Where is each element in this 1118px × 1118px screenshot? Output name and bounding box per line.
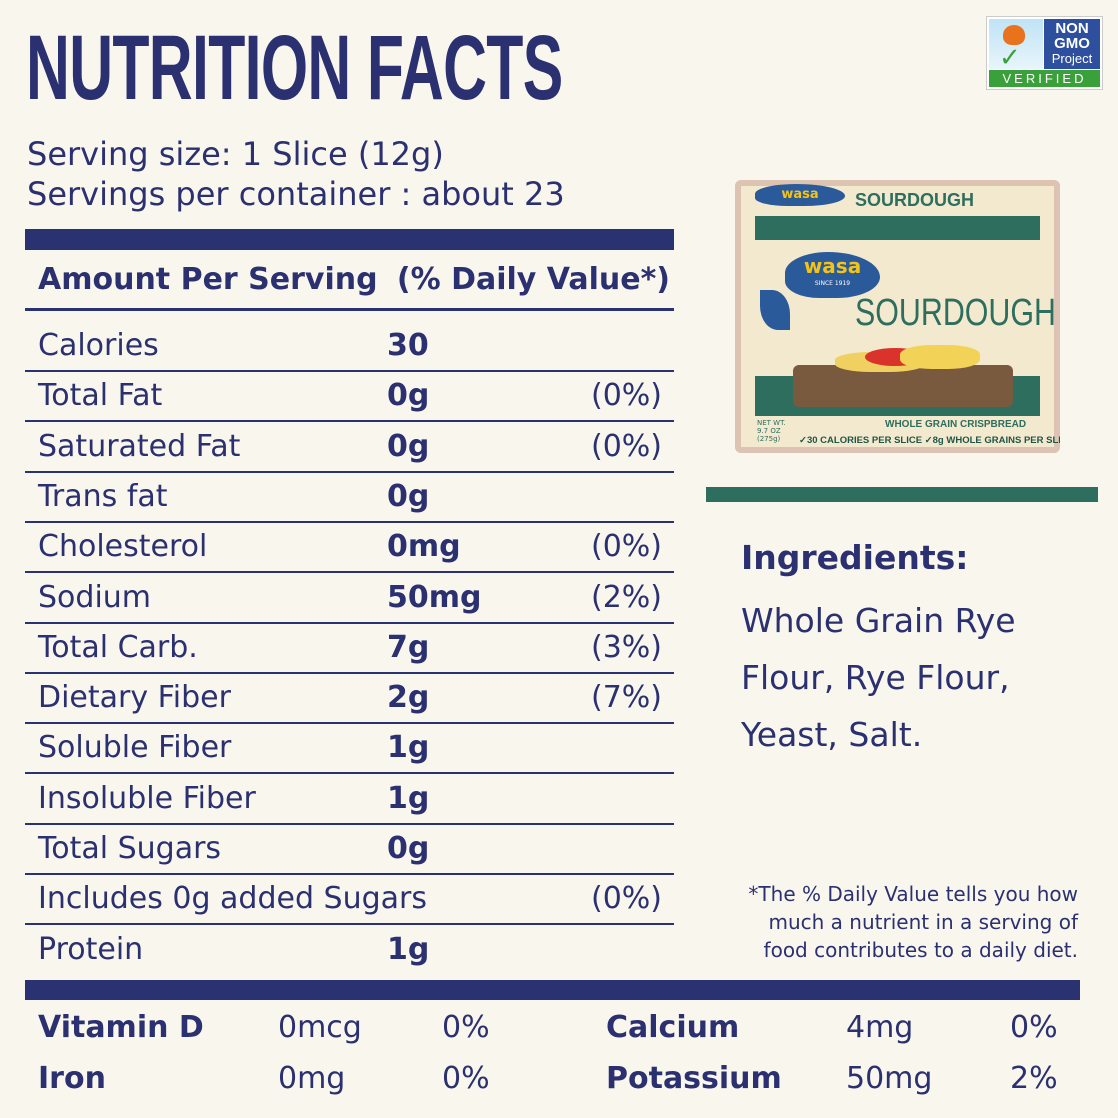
nutrient-amount: 2g <box>387 680 430 716</box>
row-divider <box>25 671 674 674</box>
leaf-icon <box>760 290 790 330</box>
vitamin-daily-value: 0% <box>442 1010 490 1045</box>
nutrient-amount: 50mg <box>387 579 482 615</box>
row-divider <box>25 923 674 926</box>
nutrient-amount: 30 <box>387 328 429 363</box>
badge-non: NON <box>1055 20 1089 37</box>
ingredients-title: Ingredients: <box>741 538 969 577</box>
badge-project: Project <box>1051 51 1093 66</box>
nutrient-amount: 0g <box>387 428 430 464</box>
nutrient-name: Saturated Fat <box>38 428 241 464</box>
daily-value-header: (% Daily Value*) <box>396 262 670 297</box>
nutrient-row: Insoluble Fiber 1g <box>25 775 674 825</box>
row-divider <box>25 621 674 624</box>
row-divider <box>25 470 674 473</box>
nutrient-amount: 7g <box>387 629 430 665</box>
nutrient-row: Soluble Fiber 1g <box>25 724 674 775</box>
nutrient-daily-value: (7%) <box>590 680 662 716</box>
nutrient-row: Protein 1g <box>25 926 674 976</box>
nutrient-amount: 0g <box>387 831 430 866</box>
nutrient-name: Protein <box>38 931 144 967</box>
nutrient-name: Soluble Fiber <box>38 730 232 766</box>
nutrient-daily-value: (0%) <box>590 529 662 565</box>
nutrient-amount: 0g <box>387 378 430 414</box>
nutrient-name: Cholesterol <box>38 529 208 565</box>
header-bar <box>25 229 674 250</box>
vitamin-amount: 50mg <box>846 1061 933 1096</box>
nutrient-daily-value: (0%) <box>590 428 662 464</box>
row-divider <box>25 772 674 775</box>
daily-value-footnote: *The % Daily Value tells you how much a … <box>748 882 1078 962</box>
package-subtitle: WHOLE GRAIN CRISPBREAD <box>885 419 1027 430</box>
ingredients-text: Whole Grain Rye Flour, Rye Flour, Yeast,… <box>741 601 1016 754</box>
row-divider <box>25 420 674 423</box>
package-brand-small: wasa <box>755 184 845 206</box>
nutrient-daily-value: (0%) <box>590 881 662 917</box>
nutrient-row: Trans fat 0g <box>25 473 674 523</box>
amount-per-serving-header: Amount Per Serving <box>38 262 378 297</box>
row-divider <box>25 722 674 725</box>
nutrient-name: Trans fat <box>38 478 168 514</box>
row-divider <box>25 520 674 523</box>
nutrient-amount: 1g <box>387 931 430 967</box>
nutrient-name: Total Carb. <box>38 629 198 665</box>
nutrient-row: Includes 0g added Sugars (0%) <box>25 875 674 926</box>
row-divider <box>25 571 674 574</box>
package-since: SINCE 1919 <box>814 280 851 287</box>
vitamin-daily-value: 2% <box>1010 1061 1058 1096</box>
vitamin-amount: 0mg <box>278 1061 346 1096</box>
row-divider <box>25 873 674 875</box>
serving-size: Serving size: 1 Slice (12g) <box>27 135 444 173</box>
vitamin-name: Potassium <box>606 1061 782 1096</box>
package-claims: ✓30 CALORIES PER SLICE ✓8g WHOLE GRAINS … <box>799 435 1060 446</box>
package-product-small: SOURDOUGH <box>855 190 975 210</box>
nutrient-name: Includes 0g added Sugars <box>38 881 427 917</box>
vitamin-daily-value: 0% <box>442 1061 490 1096</box>
row-divider <box>25 370 674 372</box>
nutrient-amount: 0g <box>387 478 430 514</box>
package-net-wt: NET WT. 9.7 OZ (275g) <box>757 419 786 443</box>
nutrient-row: Cholesterol 0mg (0%) <box>25 523 674 574</box>
nutrient-daily-value: (3%) <box>590 629 662 665</box>
crispbread-image <box>793 365 1013 407</box>
vitamin-name: Vitamin D <box>38 1010 204 1045</box>
package-brand: wasa <box>803 254 862 278</box>
row-divider <box>25 822 674 825</box>
vitamins-bar <box>25 980 1080 1000</box>
nutrient-amount: 1g <box>387 780 430 816</box>
badge-gmo: GMO <box>1054 35 1090 52</box>
vitamin-name: Calcium <box>606 1010 740 1045</box>
nutrient-name: Sodium <box>38 579 152 615</box>
nutrient-name: Total Sugars <box>38 831 222 866</box>
package-product: SOURDOUGH <box>855 292 1056 334</box>
nutrient-row: Total Sugars 0g <box>25 825 674 875</box>
vitamin-name: Iron <box>38 1061 106 1096</box>
nutrient-daily-value: (2%) <box>590 579 662 615</box>
green-divider <box>706 487 1098 502</box>
nutrient-row: Total Fat 0g (0%) <box>25 372 674 423</box>
nutrient-amount: 0mg <box>387 529 461 565</box>
vitamin-amount: 0mcg <box>278 1010 362 1045</box>
page-title: NUTRITION FACTS <box>26 17 563 119</box>
header-divider <box>25 308 674 311</box>
nutrient-row: Dietary Fiber 2g (7%) <box>25 674 674 725</box>
non-gmo-badge: ✓ NON GMO Project VERIFIED <box>986 16 1103 90</box>
butterfly-icon <box>1003 25 1025 45</box>
product-package-image: wasa SOURDOUGH wasa SINCE 1919 SOURDOUGH… <box>735 180 1060 453</box>
servings-per-container: Servings per container : about 23 <box>27 175 565 213</box>
badge-verified: VERIFIED <box>989 70 1100 87</box>
nutrient-name: Total Fat <box>38 378 163 414</box>
nutrient-name: Dietary Fiber <box>38 680 231 716</box>
nutrient-row: Total Carb. 7g (3%) <box>25 624 674 674</box>
vitamin-amount: 4mg <box>846 1010 914 1045</box>
nutrient-amount: 1g <box>387 730 430 766</box>
nutrient-daily-value: (0%) <box>590 378 662 414</box>
vitamin-daily-value: 0% <box>1010 1010 1058 1045</box>
nutrient-row: Saturated Fat 0g (0%) <box>25 423 674 473</box>
nutrient-name: Calories <box>38 328 159 363</box>
nutrient-name: Insoluble Fiber <box>38 780 256 816</box>
nutrient-row: Sodium 50mg (2%) <box>25 574 674 624</box>
nutrient-row: Calories 30 <box>25 322 674 372</box>
checkmark-icon: ✓ <box>999 43 1021 73</box>
